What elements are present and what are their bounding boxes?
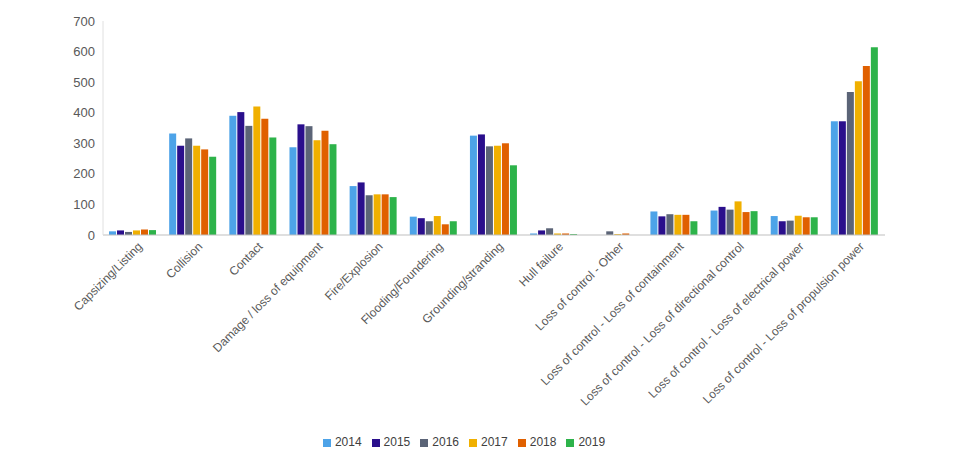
svg-text:Hull failure: Hull failure: [516, 239, 566, 289]
html-text:2016: 2016: [432, 435, 459, 449]
svg-text:700: 700: [73, 14, 95, 29]
svg-text:Loss of control - Loss of elec: Loss of control - Loss of electrical pow…: [645, 239, 807, 401]
html-text:2018: 2018: [529, 435, 557, 449]
svg-text:600: 600: [73, 44, 95, 59]
svg-text:0: 0: [88, 228, 95, 243]
svg-text:Loss of control - Other: Loss of control - Other: [532, 239, 627, 334]
html-text:2017: 2017: [481, 435, 508, 449]
html-text:2019: 2019: [578, 435, 606, 449]
svg-text:200: 200: [73, 166, 95, 181]
svg-text:Capsizing/Listing: Capsizing/Listing: [71, 239, 145, 313]
svg-text:500: 500: [73, 75, 95, 90]
svg-text:Collision: Collision: [163, 239, 205, 281]
svg-text:Contact: Contact: [226, 239, 266, 279]
svg-text:Damage / loss of equipment: Damage / loss of equipment: [210, 239, 326, 355]
svg-text:400: 400: [73, 105, 95, 120]
svg-text:300: 300: [73, 136, 95, 151]
html-text:2015: 2015: [383, 435, 411, 449]
svg-text:Grounding/stranding: Grounding/stranding: [419, 239, 506, 326]
svg-text:Loss of control - Loss of dire: Loss of control - Loss of directional co…: [577, 239, 747, 409]
svg-text:Loss of control - Loss of cont: Loss of control - Loss of containment: [537, 239, 687, 388]
svg-text:100: 100: [73, 197, 95, 212]
svg-text:Loss of control - Loss of prop: Loss of control - Loss of propulsion pow…: [700, 239, 867, 406]
html-text:2014: 2014: [334, 435, 362, 449]
svg-text:Fire/Explosion: Fire/Explosion: [322, 239, 386, 303]
svg-text:Flooding/Foundering: Flooding/Foundering: [358, 239, 446, 328]
